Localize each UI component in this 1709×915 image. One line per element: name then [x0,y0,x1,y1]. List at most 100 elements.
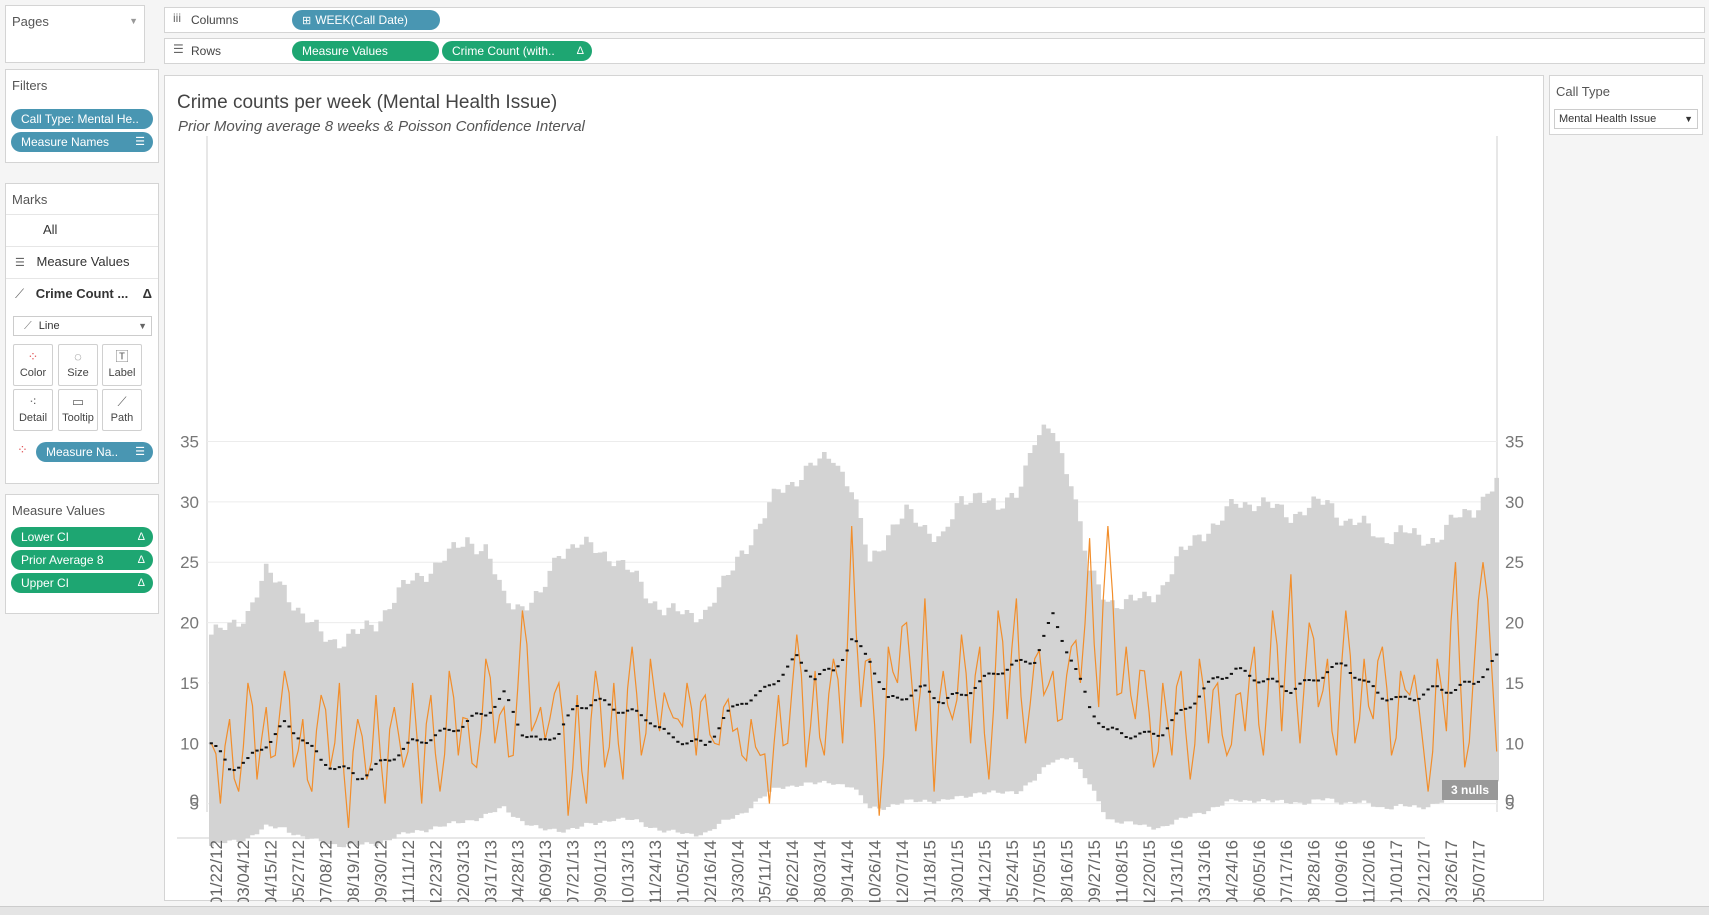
detail-button[interactable]: ⁖ Detail [13,389,53,431]
detail-icon: ⁖ [29,394,37,409]
label-button[interactable]: 🅃 Label [102,344,142,386]
x-tick-label: 10/13/13 [619,840,638,902]
pages-panel[interactable]: Pages ▼ [5,5,145,63]
crime-count-pill[interactable]: Crime Count (with.. Δ [442,41,592,61]
x-tick-label: 03/04/12 [234,840,253,902]
delta-icon: Δ [137,531,145,543]
x-tick-label: 01/22/12 [207,840,226,902]
week-call-date-pill[interactable]: ⊞ WEEK(Call Date) [292,10,440,30]
y-tick-label-left: 15 [180,674,199,693]
y-tick-label-left: 20 [180,614,199,633]
x-tick-label: 10/26/14 [866,840,885,902]
x-tick-label: 03/26/17 [1442,840,1461,902]
x-tick-label: 03/17/13 [481,840,500,902]
filter-call-type-pill[interactable]: Call Type: Mental He.. [11,109,153,129]
line-icon: ⟋ [24,320,32,332]
x-tick-label: 08/16/15 [1058,840,1077,902]
chart-title: Crime counts per week (Mental Health Iss… [177,92,558,113]
chevron-down-icon[interactable]: ▼ [129,16,138,26]
y-tick-label-left: 25 [180,553,199,572]
x-tick-label: 09/01/13 [591,840,610,902]
path-icon: ⟋ [117,394,127,409]
y-tick-label-right: 10 [1505,734,1524,753]
chevron-down-icon: ▼ [1684,114,1693,124]
x-tick-label: 11/11/12 [399,840,418,902]
chart-subtitle: Prior Moving average 8 weeks & Poisson C… [178,118,585,135]
x-tick-label: 02/16/14 [701,840,720,902]
label-button-label: Label [108,367,136,379]
tooltip-button[interactable]: ▭ Tooltip [58,389,98,431]
y-tick-label-right: 0 [1505,791,1514,810]
x-tick-label: 12/20/15 [1140,840,1159,902]
marks-row-crime-count[interactable]: ⟋ Crime Count ... Δ [6,278,158,308]
rows-icon: ☰ [173,42,184,56]
columns-icon: iii [173,11,181,25]
x-tick-label: 07/17/16 [1277,840,1296,902]
y-tick-label-right: 15 [1505,674,1524,693]
x-tick-label: 05/24/15 [1003,840,1022,902]
measure-values-panel: Measure Values Lower CI Δ Prior Average 8… [5,494,159,614]
crime-count-pill-label: Crime Count (with.. [452,44,555,58]
x-tick-label: 01/05/14 [673,840,692,902]
size-button[interactable]: ◌ Size [58,344,98,386]
path-button[interactable]: ⟋ Path [102,389,142,431]
x-tick-label: 06/05/16 [1250,840,1269,902]
color-button[interactable]: ⁘ Color [13,344,53,386]
marks-row-measure-values[interactable]: ☰ Measure Values [6,246,158,276]
confidence-band [209,424,1499,848]
label-icon: 🅃 [115,349,129,364]
x-tick-label: 03/01/15 [948,840,967,902]
filters-title: Filters [12,78,48,93]
y-tick-label-left: 35 [180,433,199,452]
color-icon: ⁘ [27,349,39,364]
marks-row-all[interactable]: All [6,214,158,244]
y-tick-label-right: 20 [1505,614,1524,633]
upper-ci-pill[interactable]: Upper CI Δ [11,573,153,593]
filter-measure-names-pill[interactable]: Measure Names ☰ [11,132,153,152]
expand-icon: ⊞ [302,15,312,27]
list-icon: ☰ [135,136,145,148]
mark-type-select[interactable]: ⟋ Line ▼ [13,316,152,336]
x-tick-label: 06/09/13 [536,840,555,902]
x-tick-label: 11/24/13 [646,840,665,902]
columns-shelf[interactable]: iii Columns ⊞ WEEK(Call Date) [164,7,1705,33]
x-tick-label: 07/08/12 [317,840,336,902]
mark-type-value: Line [38,320,60,332]
nulls-badge[interactable]: 3 nulls [1442,780,1498,800]
x-tick-label: 01/18/15 [920,840,939,902]
y-tick-label-right: 25 [1505,553,1524,572]
pages-title: Pages [12,14,49,29]
y-tick-label-left: 30 [180,493,199,512]
call-type-title: Call Type [1556,84,1610,99]
x-tick-label: 02/12/17 [1414,840,1433,902]
measure-names-color-pill[interactable]: Measure Na.. ☰ [36,442,153,462]
x-tick-label: 07/21/13 [564,840,583,902]
delta-icon: Δ [142,286,152,301]
y-tick-label-right: 5 [1505,795,1514,814]
measure-values-pill-label: Measure Values [302,44,388,58]
x-tick-label: 04/28/13 [509,840,528,902]
x-tick-label: 04/15/12 [262,840,281,902]
measure-values-pill[interactable]: Measure Values [292,41,439,61]
y-tick-label-left: 10 [180,734,199,753]
prior-average-pill[interactable]: Prior Average 8 Δ [11,550,153,570]
filters-panel: Filters Call Type: Mental He.. Measure N… [5,69,159,163]
tooltip-icon: ▭ [71,394,85,409]
x-tick-label: 05/07/17 [1469,840,1488,902]
color-button-label: Color [19,367,47,379]
lower-ci-pill[interactable]: Lower CI Δ [11,527,153,547]
x-tick-label: 11/08/15 [1113,840,1132,902]
marks-row-crime-count-label: Crime Count ... [35,286,129,301]
x-tick-label: 06/22/14 [783,840,802,902]
x-tick-label: 01/01/17 [1387,840,1406,902]
line-chart-icon: ⟋ [15,286,25,301]
size-icon: ◌ [74,349,82,364]
rows-shelf[interactable]: ☰ Rows Measure Values Crime Count (with.… [164,38,1705,64]
worksheet-view: Crime counts per week (Mental Health Iss… [164,75,1545,902]
call-type-select[interactable]: Mental Health Issue ▼ [1554,109,1698,129]
x-tick-label: 08/28/16 [1305,840,1324,902]
x-tick-label: 07/05/15 [1030,840,1049,902]
chevron-down-icon: ▼ [138,321,147,331]
x-tick-label: 04/24/16 [1222,840,1241,902]
